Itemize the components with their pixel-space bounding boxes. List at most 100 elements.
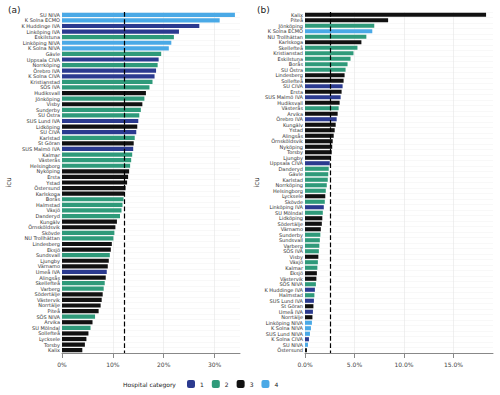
svg-text:Nyköping: Nyköping (36, 168, 60, 175)
svg-text:Norrtälje: Norrtälje (38, 302, 60, 309)
svg-text:0%: 0% (57, 361, 67, 368)
svg-text:10.0%: 10.0% (394, 361, 413, 368)
svg-text:(a): (a) (8, 5, 21, 15)
svg-text:SU CIVA: SU CIVA (283, 83, 303, 90)
svg-text:K Solna ECMO: K Solna ECMO (24, 17, 60, 24)
svg-text:Linköping IVA: Linköping IVA (26, 28, 60, 35)
svg-text:Värnamo: Värnamo (37, 263, 60, 270)
svg-text:Sundsvall: Sundsvall (35, 252, 60, 259)
svg-text:Torsby: Torsby (286, 149, 303, 156)
svg-text:SU NIVA: SU NIVA (39, 11, 60, 18)
svg-text:Kungälv: Kungälv (283, 121, 303, 128)
svg-text:Alingsås: Alingsås (282, 132, 303, 139)
svg-text:SÖS IVA: SÖS IVA (40, 84, 60, 91)
svg-text:Östersund: Östersund (34, 185, 60, 192)
svg-text:Helsingborg: Helsingborg (30, 162, 60, 169)
svg-text:icu: icu (5, 177, 13, 187)
svg-text:Kalix: Kalix (48, 347, 60, 353)
svg-text:Ersta: Ersta (47, 173, 60, 180)
svg-text:Örnsköldsvik: Örnsköldsvik (271, 138, 303, 145)
svg-text:Arvika: Arvika (287, 110, 303, 117)
svg-text:Jönköping: Jönköping (278, 22, 303, 29)
svg-text:Borås: Borås (45, 196, 60, 203)
svg-text:Kungälv: Kungälv (40, 218, 60, 225)
svg-text:St Göran: St Göran (38, 140, 60, 147)
svg-text:Skövde: Skövde (41, 229, 60, 236)
svg-text:Ljungby: Ljungby (40, 257, 60, 264)
svg-text:Sollefteå: Sollefteå (38, 330, 60, 337)
svg-text:SUS Malmö IVA: SUS Malmö IVA (265, 94, 303, 101)
svg-text:Kalmar: Kalmar (42, 151, 60, 158)
svg-text:Örebro IVA: Örebro IVA (33, 67, 60, 74)
svg-text:30%: 30% (208, 361, 222, 368)
svg-text:Karlskoga: Karlskoga (35, 190, 60, 197)
svg-text:Ystad: Ystad (46, 179, 60, 186)
svg-text:Skellefteå: Skellefteå (35, 280, 60, 287)
svg-text:(b): (b) (257, 5, 270, 15)
svg-text:20%: 20% (157, 361, 171, 368)
svg-text:Torsby: Torsby (43, 341, 60, 348)
svg-text:Piteå: Piteå (290, 17, 303, 24)
svg-text:Växjö: Växjö (46, 207, 60, 214)
svg-text:0.0%: 0.0% (297, 361, 313, 368)
svg-text:5.0%: 5.0% (347, 361, 363, 368)
svg-text:Ljungby: Ljungby (283, 154, 303, 161)
svg-text:Karlskoga: Karlskoga (278, 39, 303, 46)
svg-text:4: 4 (274, 381, 278, 388)
svg-text:Kalix: Kalix (291, 11, 303, 18)
svg-text:Umeå IVA: Umeå IVA (35, 268, 60, 275)
svg-text:NU Trollhättan: NU Trollhättan (24, 235, 60, 242)
svg-text:Västervik: Västervik (37, 296, 60, 303)
svg-text:Eskilstuna: Eskilstuna (277, 55, 303, 62)
svg-text:Halmstad: Halmstad (36, 201, 60, 208)
svg-text:1: 1 (200, 381, 204, 388)
svg-text:SÖS NIVA: SÖS NIVA (36, 313, 60, 320)
svg-text:NU Trollhättan: NU Trollhättan (267, 33, 303, 40)
svg-text:SU Östra: SU Östra (281, 66, 303, 73)
svg-text:Norrköping: Norrköping (32, 62, 60, 69)
svg-text:Örnsköldsvik: Örnsköldsvik (28, 224, 60, 231)
svg-text:Alingsås: Alingsås (39, 274, 60, 281)
svg-text:Örebro IVA: Örebro IVA (276, 116, 303, 123)
svg-text:Karlstad: Karlstad (39, 134, 60, 141)
svg-text:Ystad: Ystad (289, 127, 303, 134)
svg-text:Lidköping: Lidköping (36, 123, 60, 130)
svg-text:Östersund: Östersund (277, 347, 303, 353)
svg-text:SU CIVA: SU CIVA (40, 129, 60, 136)
svg-text:Jönköping: Jönköping (35, 95, 60, 102)
svg-text:Borås: Borås (288, 61, 303, 68)
svg-text:Västerås: Västerås (281, 105, 303, 112)
svg-text:3: 3 (250, 381, 254, 388)
svg-text:Lindesberg: Lindesberg (275, 72, 303, 79)
svg-text:Skellefteå: Skellefteå (278, 44, 303, 51)
svg-text:15.0%: 15.0% (444, 361, 463, 368)
svg-text:Sunderby: Sunderby (36, 106, 60, 113)
svg-text:Piteå: Piteå (47, 308, 60, 315)
svg-text:2: 2 (225, 381, 229, 388)
svg-text:Gävle: Gävle (45, 50, 60, 57)
svg-text:10%: 10% (106, 361, 120, 368)
svg-text:K Solna CIVA: K Solna CIVA (28, 73, 60, 80)
svg-text:Arvika: Arvika (44, 319, 60, 326)
svg-text:Kristianstad: Kristianstad (273, 50, 303, 57)
svg-text:Södertälje: Södertälje (34, 291, 60, 298)
svg-text:SU Östra: SU Östra (38, 112, 60, 119)
svg-text:Hudiksvall: Hudiksvall (34, 90, 60, 97)
svg-text:K Solna ECMO: K Solna ECMO (267, 28, 303, 35)
svg-text:Nyköping: Nyköping (279, 143, 303, 150)
svg-text:K Solna NIVA: K Solna NIVA (27, 45, 60, 52)
svg-text:SU Mölndal: SU Mölndal (32, 324, 60, 331)
svg-text:Eskilstuna: Eskilstuna (34, 34, 60, 41)
svg-text:Eksjö: Eksjö (46, 246, 60, 253)
svg-text:Linköping NIVA: Linköping NIVA (22, 39, 60, 46)
svg-text:Västerås: Västerås (38, 157, 60, 164)
svg-text:Uppsala CIVA: Uppsala CIVA (26, 56, 60, 63)
svg-text:Kristianstad: Kristianstad (30, 78, 60, 85)
svg-text:icu: icu (253, 177, 261, 187)
svg-text:Sollefteå: Sollefteå (281, 77, 303, 84)
svg-text:Ersta: Ersta (290, 88, 303, 95)
svg-text:Hospital category: Hospital category (123, 381, 176, 389)
svg-text:Varberg: Varberg (40, 285, 60, 292)
svg-text:Visby: Visby (46, 101, 60, 108)
svg-text:Hudiksvall: Hudiksvall (277, 99, 303, 106)
